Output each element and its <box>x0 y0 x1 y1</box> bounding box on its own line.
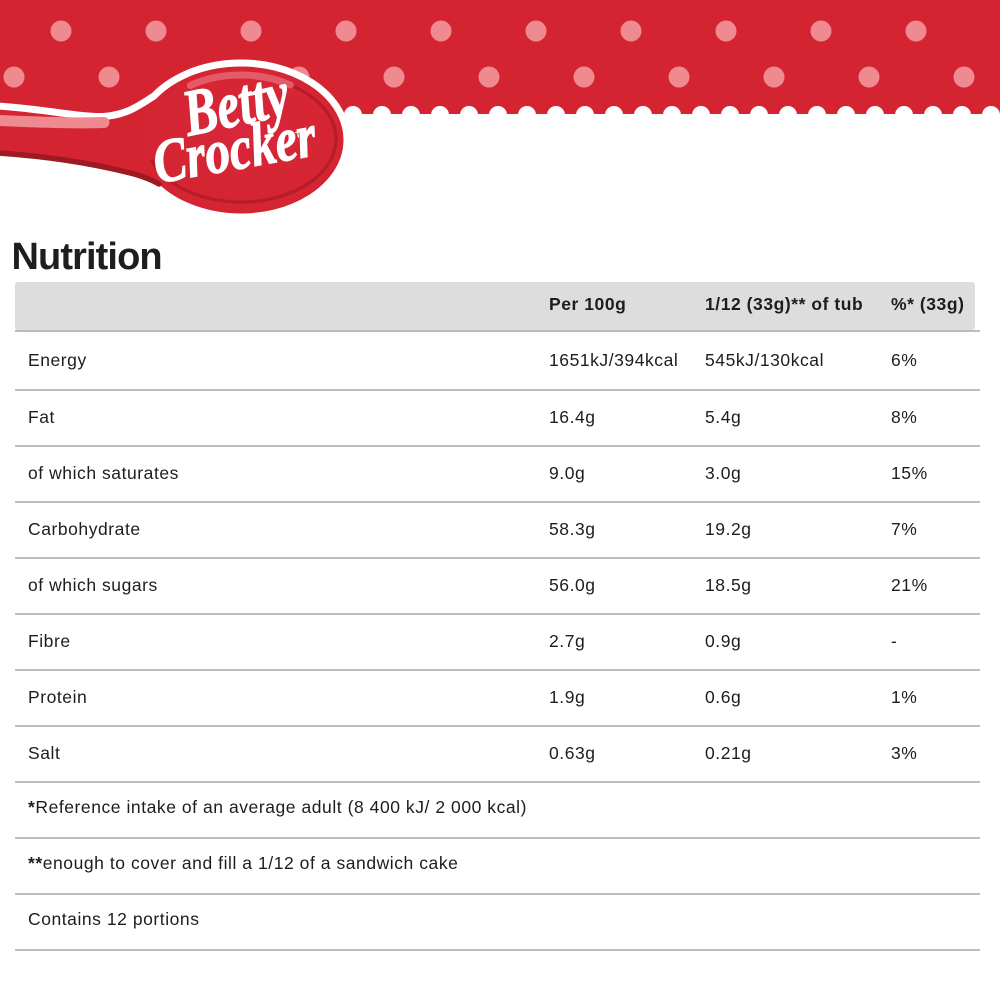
svg-text:TM: TM <box>295 128 309 140</box>
